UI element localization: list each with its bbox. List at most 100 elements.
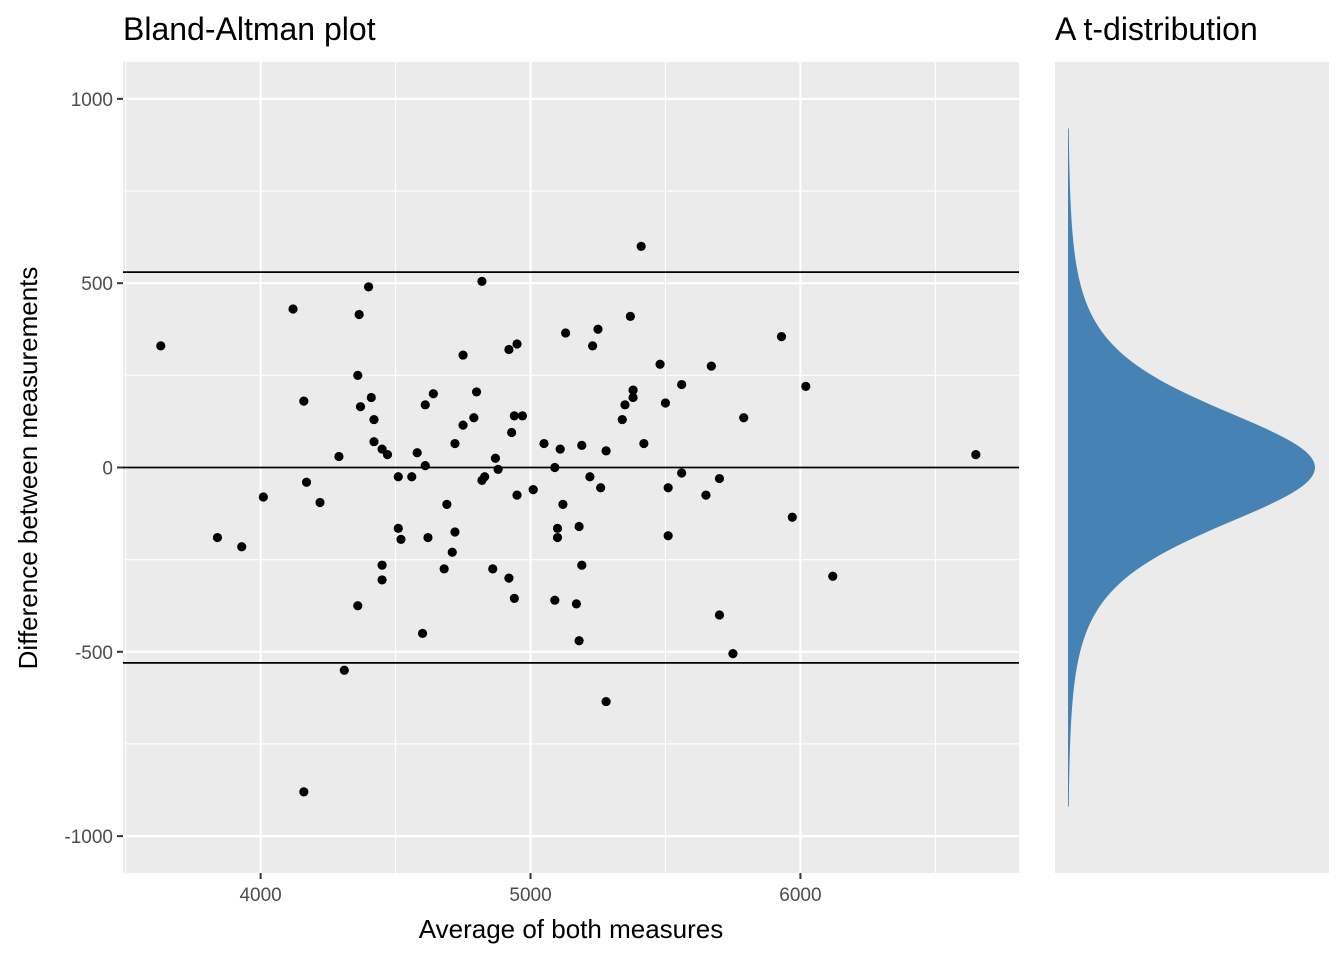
ba-point bbox=[636, 241, 646, 251]
ba-point bbox=[354, 309, 364, 320]
ba-point bbox=[639, 438, 649, 449]
ba-point bbox=[663, 483, 673, 493]
ba-x-axis-title: Average of both measures bbox=[419, 914, 723, 944]
ba-point bbox=[504, 344, 514, 355]
ba-point bbox=[577, 560, 587, 570]
ba-point bbox=[706, 361, 716, 371]
ba-point bbox=[617, 414, 627, 425]
td-title: A t-distribution bbox=[1055, 11, 1258, 47]
ba-point bbox=[509, 593, 519, 603]
ba-point bbox=[420, 461, 430, 471]
ba-point bbox=[555, 444, 565, 454]
ba-point bbox=[828, 571, 838, 581]
ba-y-axis-title: Difference between measurements bbox=[13, 267, 43, 670]
ba-point bbox=[442, 499, 452, 509]
ba-point bbox=[714, 473, 725, 484]
ba-point bbox=[587, 341, 598, 351]
ba-point bbox=[971, 449, 981, 460]
ba-point bbox=[596, 483, 606, 493]
ba-point bbox=[625, 311, 635, 321]
ba-point bbox=[574, 636, 584, 646]
ba-point bbox=[458, 420, 468, 430]
ba-point bbox=[369, 414, 379, 425]
ba-reference-lines bbox=[123, 271, 1019, 664]
ba-point bbox=[353, 601, 363, 611]
ba-point bbox=[577, 440, 587, 450]
ba-point bbox=[301, 477, 312, 487]
ba-point bbox=[677, 379, 687, 390]
ba-y-tick-label: 1000 bbox=[71, 90, 113, 111]
ba-point bbox=[258, 492, 268, 502]
ba-point bbox=[550, 462, 560, 473]
ba-point bbox=[407, 472, 417, 482]
ba-point bbox=[585, 472, 595, 482]
ba-point bbox=[512, 339, 522, 349]
ba-point bbox=[480, 472, 490, 482]
ba-x-tick-label: 6000 bbox=[779, 885, 821, 906]
ba-point bbox=[450, 527, 460, 537]
ba-point bbox=[355, 402, 366, 412]
ba-point bbox=[458, 350, 468, 360]
td-density-area bbox=[1068, 128, 1315, 807]
ba-point bbox=[663, 531, 673, 541]
bland-altman-chart: Bland-Altman plot -1000 -500 0 500 1000 4000… bbox=[13, 11, 1019, 944]
ba-point bbox=[428, 389, 438, 399]
ba-point bbox=[288, 304, 298, 314]
ba-point bbox=[396, 534, 406, 544]
ba-x-tick-label: 5000 bbox=[509, 885, 551, 906]
ba-point bbox=[439, 564, 449, 574]
ba-point bbox=[660, 398, 671, 408]
ba-point bbox=[447, 547, 457, 557]
ba-title: Bland-Altman plot bbox=[123, 11, 376, 47]
ba-point bbox=[739, 413, 749, 423]
ba-point bbox=[412, 448, 422, 458]
ba-point bbox=[420, 400, 430, 410]
ba-x-tick-labels: 4000 5000 6000 bbox=[239, 873, 822, 906]
ba-points bbox=[156, 241, 981, 797]
ba-point bbox=[393, 523, 403, 533]
ba-point bbox=[156, 341, 166, 351]
ba-point bbox=[550, 595, 560, 605]
ba-point bbox=[517, 411, 528, 421]
ba-point bbox=[601, 696, 611, 707]
ba-point bbox=[801, 381, 811, 391]
ba-point bbox=[552, 532, 563, 543]
ba-point bbox=[490, 453, 501, 463]
ba-y-tick-label: 500 bbox=[81, 274, 113, 295]
ba-point bbox=[477, 276, 487, 286]
ba-point bbox=[787, 512, 797, 522]
ba-point bbox=[552, 523, 563, 533]
ba-y-tick-label: -500 bbox=[75, 643, 113, 664]
ba-point bbox=[353, 370, 363, 380]
ba-point bbox=[299, 787, 309, 797]
ba-point bbox=[488, 564, 498, 574]
ba-point bbox=[469, 413, 479, 423]
ba-point bbox=[417, 628, 428, 638]
ba-point bbox=[393, 472, 403, 482]
ba-point bbox=[601, 446, 611, 456]
ba-point bbox=[423, 532, 433, 543]
ba-point bbox=[628, 385, 638, 395]
ba-point bbox=[507, 427, 517, 438]
ba-point bbox=[539, 438, 549, 449]
t-distribution-chart: A t-distribution bbox=[1055, 11, 1329, 873]
ba-point bbox=[655, 359, 665, 369]
ba-point bbox=[366, 392, 376, 403]
ba-point bbox=[339, 665, 349, 675]
ba-point bbox=[561, 328, 571, 338]
ba-point bbox=[558, 499, 568, 509]
ba-point bbox=[299, 396, 309, 406]
ba-point bbox=[377, 575, 387, 585]
ba-y-tick-label: -1000 bbox=[64, 827, 113, 848]
ba-point bbox=[382, 449, 393, 460]
ba-point bbox=[593, 324, 603, 334]
ba-point bbox=[212, 532, 223, 543]
ba-point bbox=[471, 387, 482, 397]
ba-point bbox=[334, 451, 344, 462]
ba-point bbox=[574, 521, 584, 532]
ba-point bbox=[504, 573, 514, 583]
ba-point bbox=[315, 497, 325, 508]
ba-point bbox=[237, 542, 247, 552]
ba-point bbox=[620, 400, 630, 410]
